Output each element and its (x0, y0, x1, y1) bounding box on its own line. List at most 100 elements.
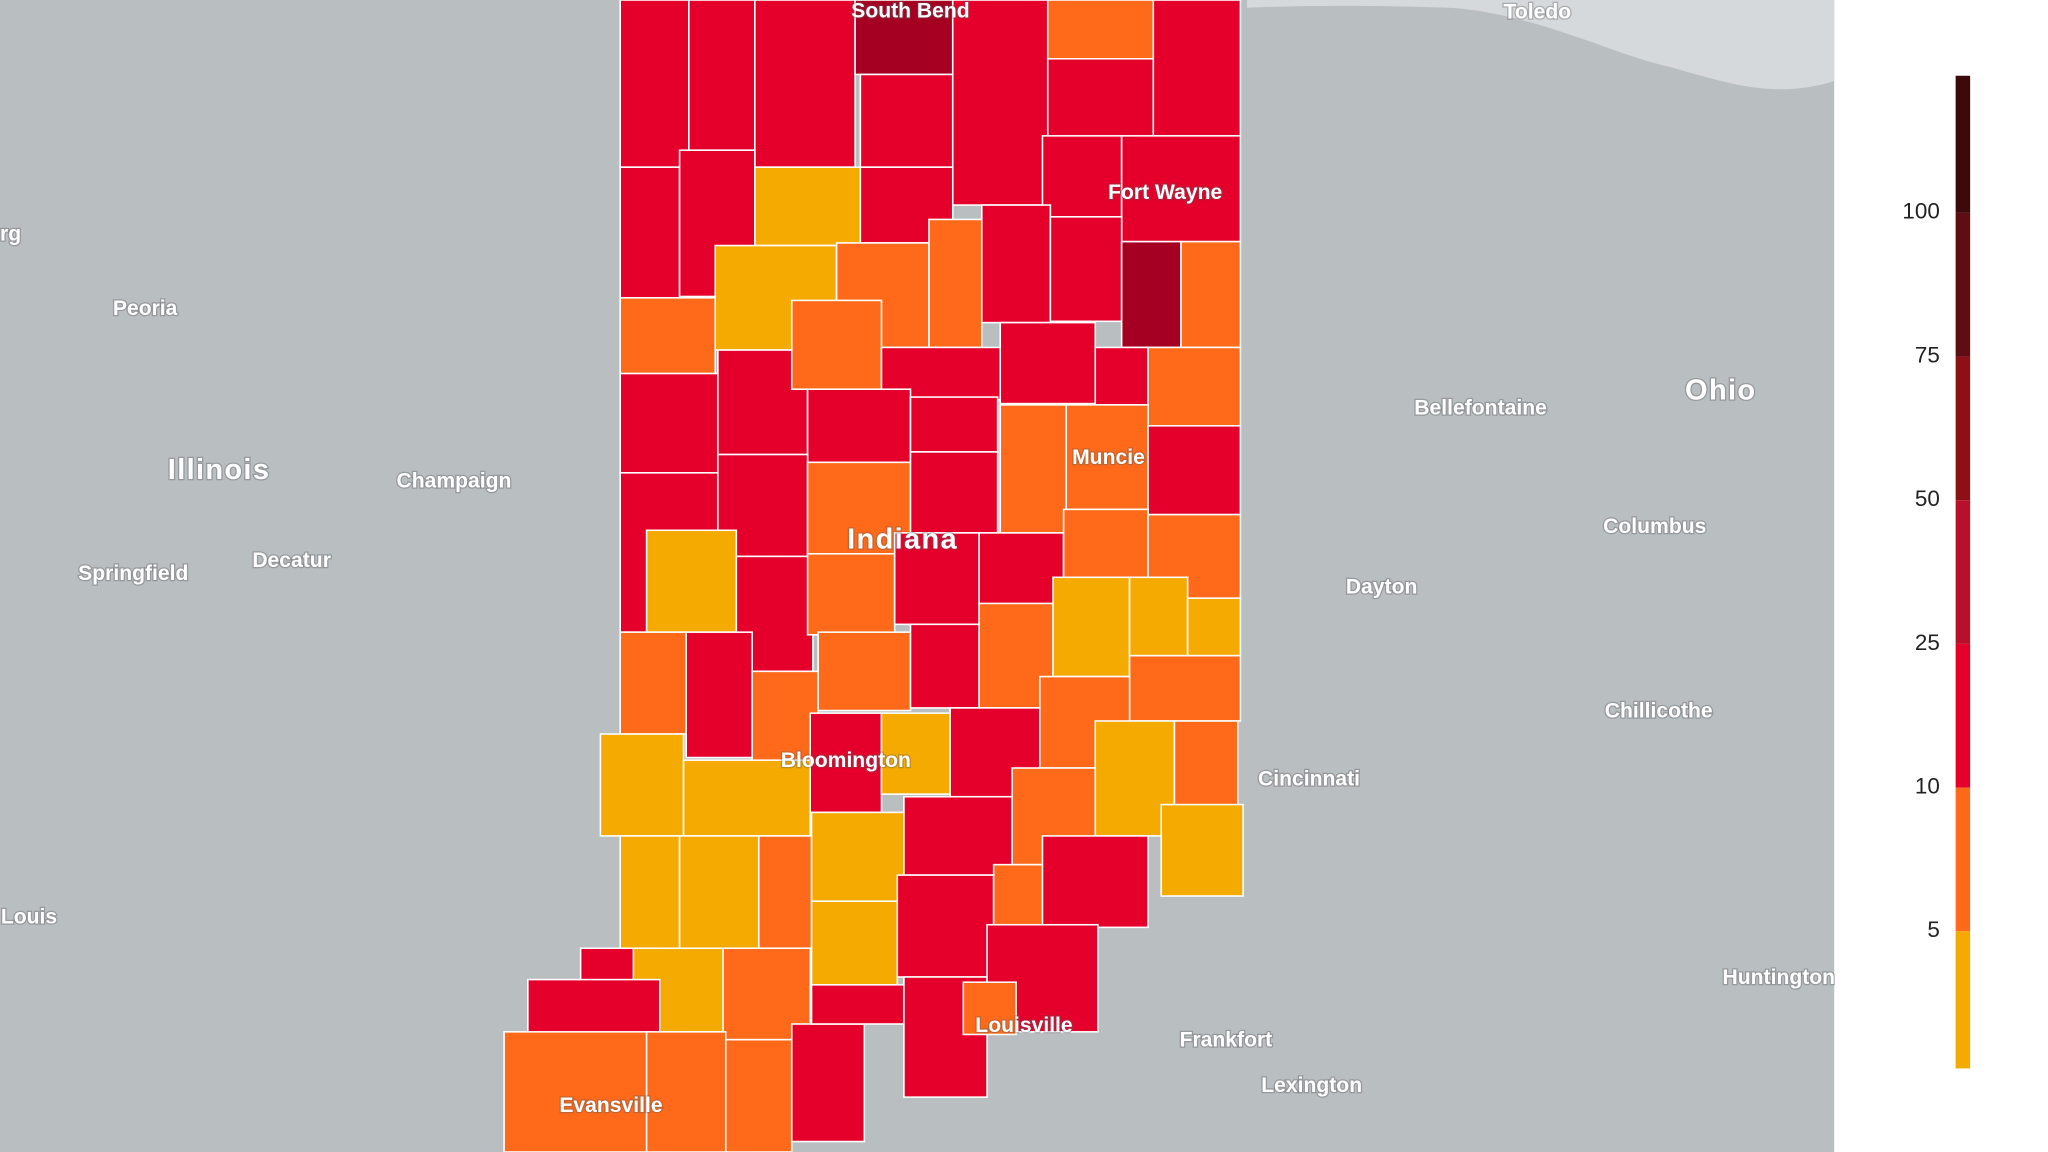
place-label: Springfield (78, 562, 188, 585)
county (757, 835, 813, 950)
place-label: Bellefontaine (1414, 396, 1547, 419)
legend-tick-label: 10 (1915, 774, 1940, 799)
county (806, 388, 912, 464)
county (685, 631, 753, 759)
place-label: Cincinnati (1258, 767, 1360, 790)
place-label: Bloomington (781, 749, 911, 772)
legend-tick-label: 50 (1915, 486, 1940, 511)
county (1062, 508, 1149, 579)
legend-tick-label: 25 (1915, 630, 1940, 655)
place-label: Peoria (113, 297, 178, 320)
county (854, 0, 954, 76)
place-label: Dayton (1346, 575, 1418, 598)
county (903, 795, 1013, 876)
county (1147, 346, 1242, 427)
county (1065, 404, 1149, 511)
county (806, 461, 912, 555)
county (790, 299, 883, 391)
legend-swatch (1955, 787, 1971, 932)
county (859, 73, 954, 168)
place-label: Toledo (1504, 1, 1572, 24)
county (1094, 346, 1149, 406)
county (754, 166, 862, 247)
county (1152, 0, 1242, 137)
legend: 100 75 50 25 10 5 (1902, 75, 1971, 1069)
county (1128, 576, 1189, 657)
county (619, 0, 690, 168)
lake-erie (1247, 0, 1835, 90)
county (893, 532, 980, 626)
place-label: Columbus (1603, 515, 1706, 538)
county (645, 529, 738, 633)
county (599, 733, 685, 837)
place-label: Evansville (559, 1094, 662, 1117)
county (978, 532, 1065, 606)
place-label: Illinois (168, 454, 270, 486)
county (1147, 425, 1242, 516)
county (1041, 835, 1149, 929)
county (880, 712, 951, 795)
county (688, 0, 756, 151)
legend-swatch (1955, 500, 1971, 644)
county (1049, 216, 1123, 323)
county (962, 981, 1017, 1036)
county (909, 451, 999, 534)
legend-swatch (1955, 356, 1971, 501)
county (1046, 57, 1155, 138)
counties (503, 0, 1244, 1152)
legend-swatch (1955, 931, 1971, 1069)
county (724, 1038, 793, 1152)
county (809, 712, 883, 814)
county (754, 0, 856, 168)
place-label: Louis (1, 906, 57, 929)
place-label: Chillicothe (1605, 699, 1713, 722)
place-label: rg (0, 223, 21, 246)
county (619, 297, 717, 375)
place-label: South Bend (851, 0, 969, 22)
place-label: Huntington (1723, 966, 1836, 989)
county (619, 166, 681, 299)
county (619, 631, 687, 735)
county (817, 631, 912, 712)
county (928, 218, 983, 349)
county (1046, 0, 1155, 60)
place-label: Louisville (975, 1014, 1072, 1037)
legend-swatch (1955, 643, 1971, 788)
place-label: Champaign (396, 470, 511, 493)
county (790, 1023, 866, 1143)
place-label: Ohio (1685, 375, 1756, 407)
county (645, 1031, 727, 1152)
county (1128, 654, 1242, 722)
county (619, 372, 719, 474)
county (909, 396, 999, 453)
county (896, 874, 995, 978)
county (909, 623, 980, 709)
county (1052, 576, 1131, 678)
county (986, 923, 1099, 1033)
place-label: Fort Wayne (1108, 181, 1222, 204)
place-label: Decatur (252, 549, 331, 572)
legend-tick-label: 5 (1927, 917, 1939, 942)
place-label: Lexington (1261, 1074, 1362, 1097)
county (1120, 240, 1182, 349)
labels: South Bend Toledo rg Peoria Fort Wayne Bellef… (0, 0, 1836, 1118)
county (503, 1031, 651, 1152)
county (810, 811, 905, 903)
legend-tick-label: 100 (1902, 199, 1939, 224)
county (999, 321, 1097, 405)
county (1180, 240, 1242, 349)
legend-swatch (1955, 212, 1971, 357)
legend-tick-label: 75 (1915, 343, 1940, 368)
county (1120, 135, 1242, 243)
county (980, 204, 1052, 324)
county (951, 0, 1049, 206)
county (1186, 597, 1242, 657)
county (806, 553, 896, 636)
county (1160, 803, 1244, 897)
county (999, 404, 1068, 534)
legend-swatch (1955, 75, 1971, 213)
place-label: Frankfort (1180, 1029, 1273, 1052)
county (1041, 135, 1123, 218)
